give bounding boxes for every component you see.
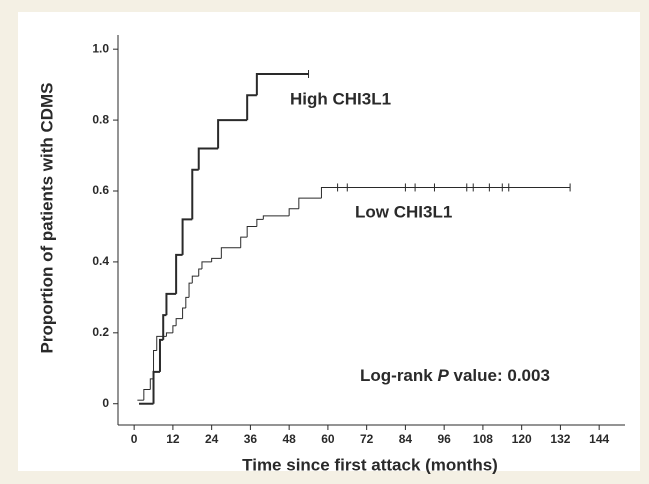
step-segment — [198, 268, 202, 277]
panel — [18, 12, 640, 471]
x-tick-label: 84 — [399, 432, 413, 446]
step-segment — [298, 197, 322, 209]
x-tick-label: 96 — [437, 432, 451, 446]
step-segment — [175, 318, 183, 326]
step-segment — [175, 253, 183, 294]
step-segment — [165, 292, 177, 316]
step-segment — [246, 225, 257, 238]
x-tick-label: 132 — [550, 432, 570, 446]
step-segment — [217, 119, 248, 149]
step-segment — [153, 350, 157, 379]
step-segment — [162, 314, 167, 340]
step-segment — [288, 208, 299, 216]
step-segment — [246, 94, 257, 121]
step-segment — [255, 73, 309, 96]
step-segment — [149, 378, 154, 390]
series-label: High CHI3L1 — [290, 89, 391, 108]
annotation-text: Log-rank — [360, 366, 437, 385]
step-segment — [240, 236, 248, 248]
x-tick-label: 72 — [360, 432, 374, 446]
annotation-text: P — [437, 366, 449, 385]
x-tick-label: 36 — [244, 432, 258, 446]
step-segment — [158, 338, 164, 372]
y-axis-title: Proportion of patients with CDMS — [37, 82, 56, 353]
x-tick-label: 108 — [473, 432, 493, 446]
y-tick-label: 0.8 — [92, 112, 109, 126]
step-segment — [191, 168, 199, 220]
step-segment — [320, 186, 571, 199]
step-segment — [185, 296, 190, 308]
step-segment — [172, 325, 177, 333]
step-segment — [181, 218, 193, 255]
step-segment — [262, 215, 290, 220]
y-tick-label: 0.6 — [92, 183, 109, 197]
y-tick-label: 0.4 — [92, 254, 109, 268]
x-tick-label: 0 — [131, 432, 138, 446]
step-segment — [156, 335, 167, 351]
step-segment — [165, 332, 173, 337]
x-tick-label: 24 — [205, 432, 219, 446]
step-segment — [220, 247, 241, 259]
step-segment — [143, 389, 151, 401]
step-segment — [256, 218, 264, 227]
y-tick-label: 0 — [102, 396, 109, 410]
x-tick-label: 48 — [282, 432, 296, 446]
x-tick-label: 144 — [589, 432, 609, 446]
x-tick-label: 120 — [512, 432, 532, 446]
y-tick-label: 1.0 — [92, 41, 109, 55]
step-segment — [182, 307, 186, 319]
annotation-text: value: 0.003 — [449, 366, 550, 385]
annotation: Log-rank P value: 0.003 — [360, 366, 550, 385]
x-axis-title: Time since first attack (months) — [242, 455, 498, 474]
step-segment — [191, 275, 199, 284]
y-tick-label: 0.2 — [92, 325, 109, 339]
x-tick-label: 60 — [321, 432, 335, 446]
series-label: Low CHI3L1 — [355, 202, 452, 221]
step-segment — [211, 257, 222, 262]
step-segment — [197, 147, 219, 170]
step-segment — [201, 261, 212, 269]
x-tick-label: 12 — [166, 432, 180, 446]
step-segment — [188, 282, 193, 298]
